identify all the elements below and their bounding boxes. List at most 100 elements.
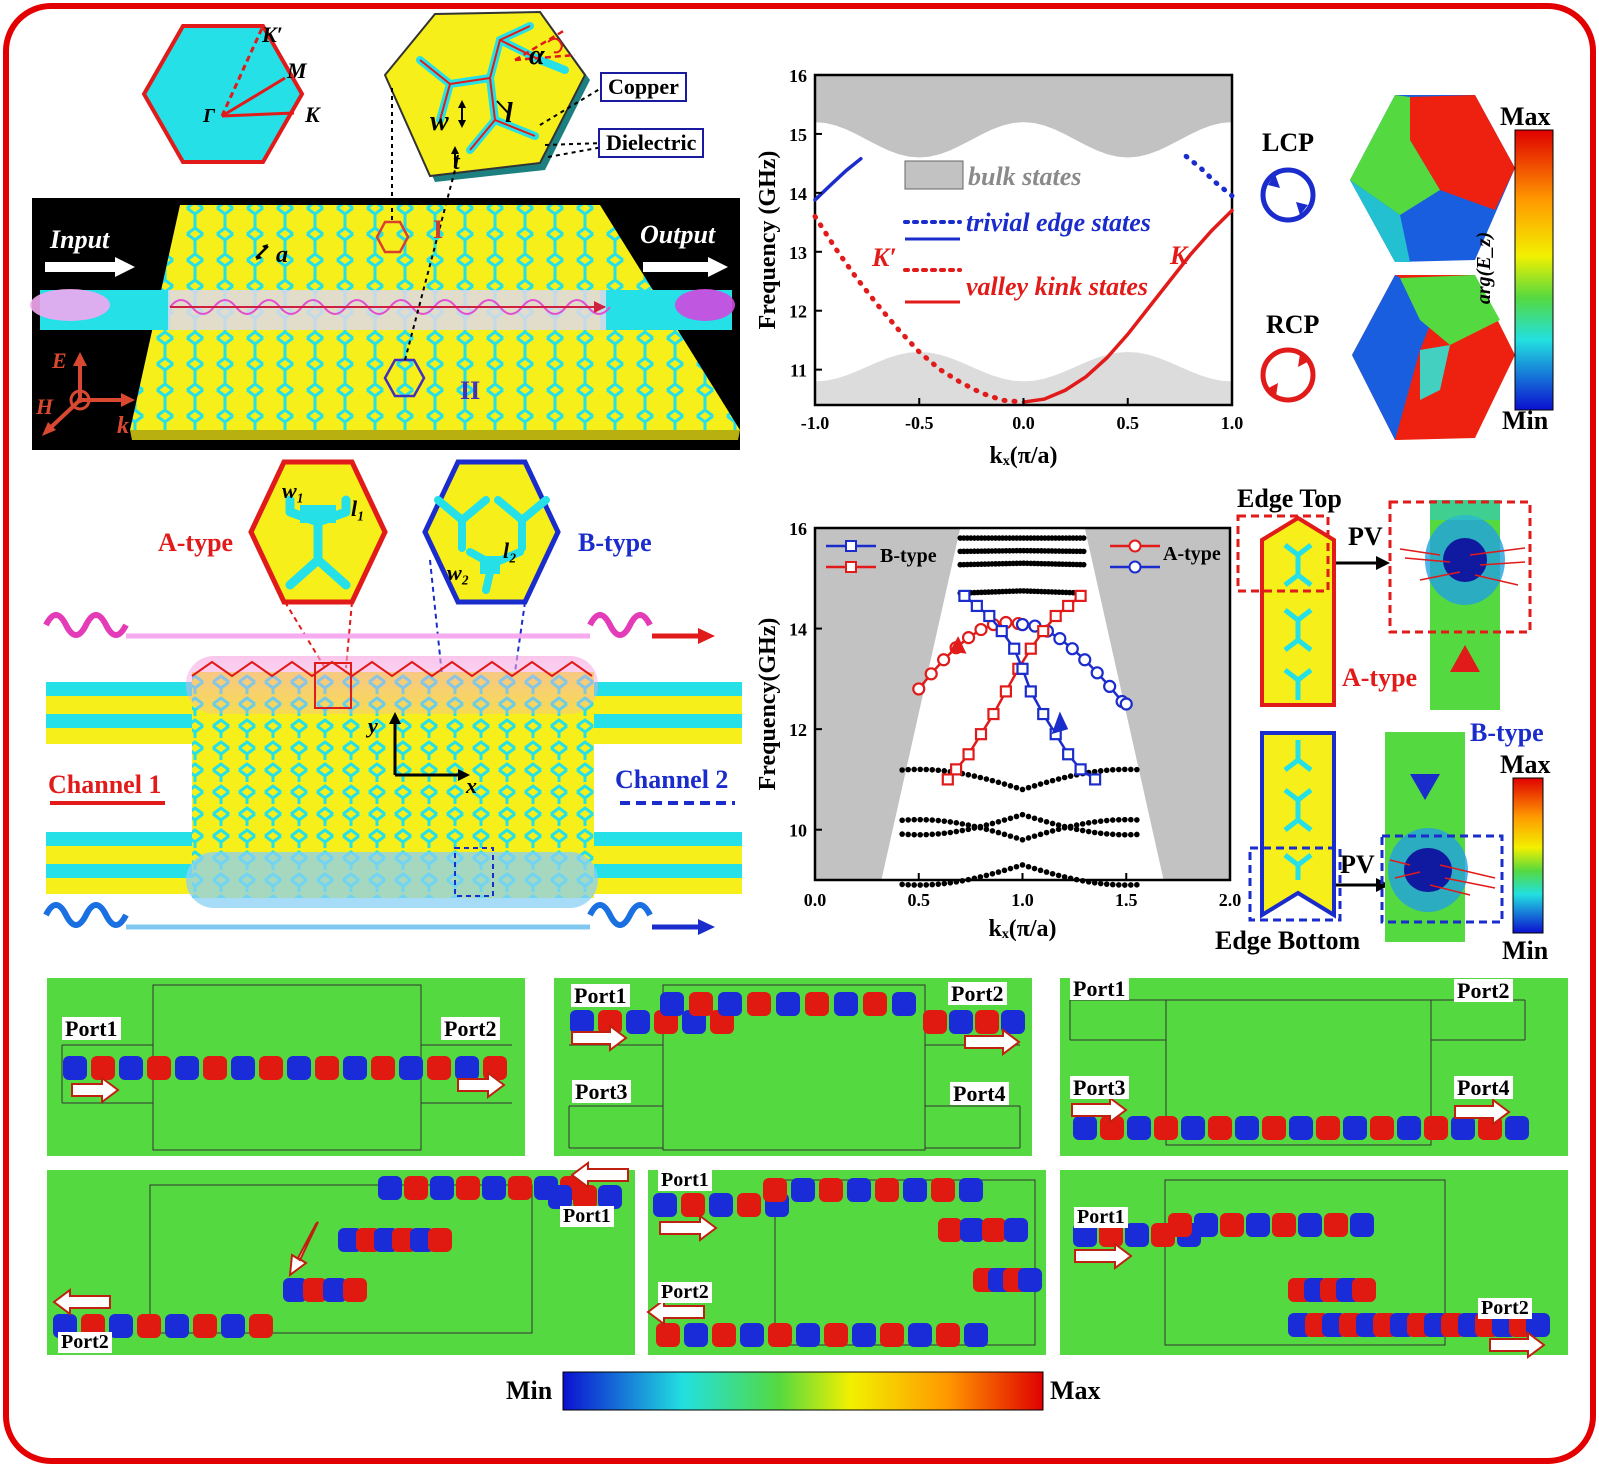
bulk-dot <box>1091 768 1098 775</box>
p5-port1: Port1 <box>658 1170 712 1191</box>
bz-k-label: K <box>305 102 320 127</box>
field-lobe <box>684 1323 708 1347</box>
flow-arrow <box>1074 1242 1133 1270</box>
bulk-dot <box>1109 831 1116 838</box>
chart2-point <box>941 773 954 786</box>
chart2-point <box>974 728 988 741</box>
field-lobe <box>221 1314 245 1338</box>
field-lobe <box>193 1314 217 1338</box>
field-lobe <box>1194 1213 1218 1237</box>
bulk-dot <box>1103 881 1110 887</box>
field-lobe <box>598 1185 622 1209</box>
bulk-dot <box>1049 828 1056 834</box>
field-lobe <box>892 992 916 1016</box>
field-lobe <box>718 992 742 1016</box>
chart1-xtick-label-1: -0.5 <box>905 413 934 433</box>
bulk-dot <box>1085 820 1092 826</box>
legend-trivial: trivial edge states <box>966 208 1151 237</box>
panel-f <box>1236 500 1544 942</box>
bulk-dot <box>1080 548 1087 555</box>
bulk-dot <box>1097 818 1104 824</box>
bulk-dot <box>1091 829 1098 836</box>
bulk-dot <box>941 768 948 774</box>
chart2-point <box>1037 707 1050 721</box>
p2-port3: Port3 <box>572 1080 631 1103</box>
field-lobe <box>287 1056 311 1080</box>
valley-k-label: K <box>1170 241 1188 270</box>
w2-label: w₂ <box>447 560 470 585</box>
bulk-dot <box>1097 880 1104 887</box>
axis-e-label: E <box>52 348 67 373</box>
axis-k-label: k <box>117 413 129 439</box>
bulk-dot <box>965 826 972 833</box>
axis-h-label: H <box>36 394 54 419</box>
bulk-dot <box>1019 862 1026 868</box>
field-lobe <box>63 1056 87 1080</box>
bulk-dot <box>1055 826 1062 833</box>
unitcell-alpha-label: α <box>529 40 545 71</box>
colorbar-pv <box>1512 777 1544 934</box>
field-lobe <box>231 1056 255 1080</box>
chart2-point <box>1090 666 1104 680</box>
field-lobe <box>1316 1116 1340 1140</box>
bulk-dot <box>929 766 936 773</box>
bulk-dot <box>1031 833 1038 839</box>
f-max-label: Max <box>1500 750 1551 779</box>
bulk-dot <box>1128 816 1134 823</box>
field-lobe <box>1350 1213 1374 1237</box>
bulk-dot <box>1134 817 1140 823</box>
bulk-dot <box>1103 817 1110 824</box>
bulk-dot <box>1134 766 1140 773</box>
field-lobe <box>483 1056 507 1080</box>
bulk-dot <box>1013 784 1020 791</box>
field-lobe <box>456 1176 480 1200</box>
p5-port2: Port2 <box>658 1282 712 1303</box>
bulk-dot <box>1109 766 1116 773</box>
l2-label: l₂ <box>503 538 517 563</box>
bulk-dot <box>1013 835 1020 841</box>
legend-bulk: bulk states <box>968 162 1082 191</box>
bulk-dot <box>1097 768 1104 774</box>
chart2-point <box>1024 642 1037 655</box>
legend-a-blue-mark <box>1128 560 1142 574</box>
bulk-dot <box>917 831 924 838</box>
bulk-dot <box>1109 817 1116 823</box>
pv-bottom-label: PV <box>1340 850 1375 879</box>
field-lobe <box>824 1323 848 1347</box>
chart2-point <box>1024 685 1037 698</box>
rcp-label: RCP <box>1266 310 1320 339</box>
bulk-dot <box>947 879 954 886</box>
chart2-arrow-red <box>949 636 967 654</box>
bulk-dot <box>977 824 984 831</box>
chart1-ylabel: Frequency (GHz) <box>755 151 781 330</box>
colorbar-bottom <box>562 1371 1044 1411</box>
field-lobe <box>323 1278 347 1302</box>
bulk-dot <box>1109 881 1116 888</box>
chart2-xlabel: kₓ(π/a) <box>988 916 1056 942</box>
bulk-dot <box>941 830 948 837</box>
field-lobe <box>863 992 887 1016</box>
p6-port1: Port1 <box>1074 1207 1128 1228</box>
p3-port2: Port2 <box>1454 979 1513 1002</box>
field-lobe <box>1262 1116 1286 1140</box>
chart1-series-2 <box>812 213 1026 405</box>
bulk-dot <box>1128 831 1134 838</box>
x-axis-label: x <box>466 773 477 798</box>
bulk-dot <box>1080 561 1087 568</box>
chart2-point <box>924 667 938 681</box>
bulk-dot <box>1067 823 1074 830</box>
bulk-dot <box>1049 820 1056 827</box>
field-lobe <box>819 1178 843 1202</box>
bulk-dot <box>1025 863 1032 870</box>
field-lobe <box>709 1193 733 1217</box>
chart2-point <box>961 631 976 645</box>
chart1-series-1 <box>813 156 863 202</box>
field-lobe <box>656 1323 680 1347</box>
bulk-dot <box>1043 779 1050 786</box>
unitcell-l-label: l <box>505 98 513 129</box>
chart2-point <box>1015 617 1030 632</box>
bulk-dot <box>1128 882 1134 888</box>
field-lobe <box>1526 1313 1550 1337</box>
field-lobe <box>430 1176 454 1200</box>
field-lobe <box>508 1176 532 1200</box>
